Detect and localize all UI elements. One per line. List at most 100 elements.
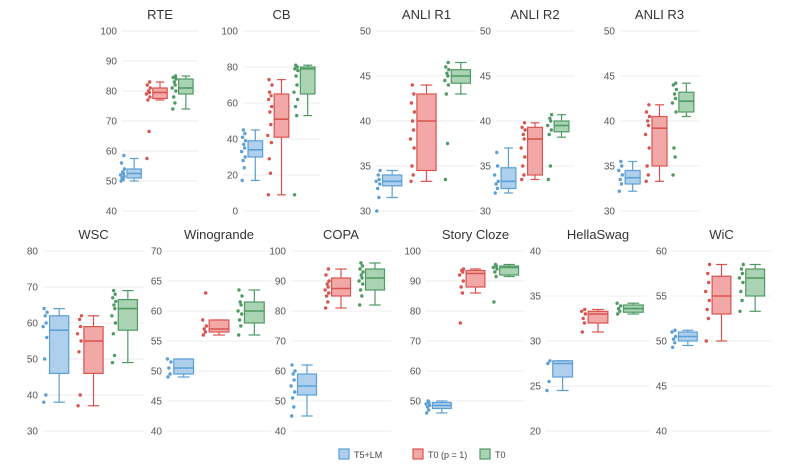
data-point bbox=[238, 300, 242, 304]
data-point bbox=[643, 132, 648, 137]
data-point bbox=[707, 262, 712, 267]
data-point bbox=[408, 137, 413, 141]
box-t0-p-1- bbox=[519, 121, 544, 182]
data-point bbox=[547, 379, 551, 384]
y-tick-label: 35 bbox=[530, 292, 542, 303]
y-tick-label: 90 bbox=[106, 57, 118, 68]
box-iqr bbox=[299, 66, 316, 95]
data-point bbox=[122, 174, 126, 179]
box-t0-p-1- bbox=[408, 83, 437, 183]
y-tick-label: 55 bbox=[656, 292, 668, 303]
data-point bbox=[443, 78, 447, 83]
data-point bbox=[242, 142, 246, 147]
data-point bbox=[424, 411, 429, 415]
data-point bbox=[446, 60, 450, 65]
data-point bbox=[267, 157, 271, 161]
data-point bbox=[459, 285, 463, 289]
y-tick-label: 40 bbox=[106, 207, 118, 218]
data-point bbox=[740, 271, 745, 276]
data-point bbox=[358, 267, 362, 271]
data-point bbox=[148, 95, 152, 99]
data-point bbox=[170, 86, 174, 90]
box-t5-lm bbox=[492, 147, 517, 195]
data-point bbox=[674, 81, 678, 85]
data-point bbox=[76, 404, 80, 408]
y-tick-label: 20 bbox=[530, 427, 542, 438]
panel-title: ANLI R3 bbox=[635, 7, 684, 22]
y-tick-label: 25 bbox=[530, 382, 542, 393]
box-t0-p-1- bbox=[266, 77, 290, 197]
data-point bbox=[704, 339, 708, 343]
box-t0 bbox=[292, 63, 316, 197]
data-point bbox=[114, 299, 118, 304]
data-point bbox=[618, 177, 622, 182]
box-iqr bbox=[243, 301, 265, 324]
panel-title: WSC bbox=[78, 227, 108, 242]
box-iqr bbox=[178, 78, 194, 95]
data-point bbox=[111, 288, 116, 293]
data-point bbox=[580, 309, 584, 313]
data-point bbox=[204, 291, 208, 295]
y-tick-label: 0 bbox=[232, 207, 238, 218]
data-point bbox=[77, 317, 82, 322]
data-point bbox=[520, 177, 524, 182]
data-point bbox=[147, 129, 151, 134]
data-point bbox=[493, 270, 497, 274]
panel-title: COPA bbox=[323, 227, 359, 242]
data-point bbox=[580, 330, 585, 334]
panel-anli-r1: ANLI R1 30 35 40 45 50 bbox=[360, 7, 477, 218]
data-point bbox=[673, 328, 677, 332]
data-point bbox=[360, 294, 364, 298]
box-iqr bbox=[465, 269, 486, 288]
box-iqr bbox=[247, 140, 264, 158]
data-point bbox=[522, 173, 526, 177]
data-point bbox=[113, 306, 117, 311]
data-point bbox=[644, 179, 648, 183]
y-tick-label: 100 bbox=[100, 27, 117, 38]
data-point bbox=[410, 83, 415, 87]
data-point bbox=[45, 335, 49, 340]
data-point bbox=[359, 261, 363, 265]
data-point bbox=[618, 309, 622, 313]
data-point bbox=[168, 372, 172, 376]
data-point bbox=[707, 298, 711, 303]
data-point bbox=[522, 121, 527, 125]
data-point bbox=[443, 177, 448, 182]
y-tick-label: 50 bbox=[410, 397, 422, 408]
data-point bbox=[146, 98, 150, 102]
data-point bbox=[167, 366, 171, 370]
data-point bbox=[237, 318, 242, 322]
data-point bbox=[412, 110, 417, 114]
legend-label: T0 (p = 1) bbox=[428, 450, 467, 460]
y-tick-label: 35 bbox=[360, 162, 372, 173]
data-point bbox=[291, 372, 295, 376]
data-point bbox=[240, 135, 245, 139]
data-point bbox=[166, 375, 170, 379]
data-point bbox=[670, 101, 675, 105]
box-t5-lm bbox=[374, 168, 403, 213]
data-point bbox=[426, 399, 430, 403]
data-point bbox=[674, 110, 678, 114]
data-point bbox=[549, 128, 554, 132]
data-point bbox=[583, 307, 587, 312]
data-point bbox=[292, 378, 296, 382]
data-point bbox=[43, 314, 47, 318]
data-point bbox=[378, 182, 382, 186]
data-point bbox=[523, 155, 527, 159]
data-point bbox=[375, 209, 379, 213]
y-tick-label: 60 bbox=[656, 247, 668, 258]
data-point bbox=[201, 318, 205, 322]
data-point bbox=[620, 173, 625, 177]
data-point bbox=[290, 414, 294, 418]
data-point bbox=[44, 321, 48, 325]
box-t0 bbox=[546, 113, 570, 182]
data-point bbox=[359, 273, 363, 277]
y-tick-label: 30 bbox=[360, 207, 372, 218]
data-point bbox=[290, 396, 295, 400]
box-t0-p-1- bbox=[457, 267, 486, 325]
data-point bbox=[269, 122, 273, 127]
legend: T5+LM T0 (p = 1) T0 bbox=[338, 448, 506, 460]
data-point bbox=[236, 309, 240, 313]
data-point bbox=[293, 369, 297, 373]
y-tick-label: 100 bbox=[269, 247, 286, 258]
